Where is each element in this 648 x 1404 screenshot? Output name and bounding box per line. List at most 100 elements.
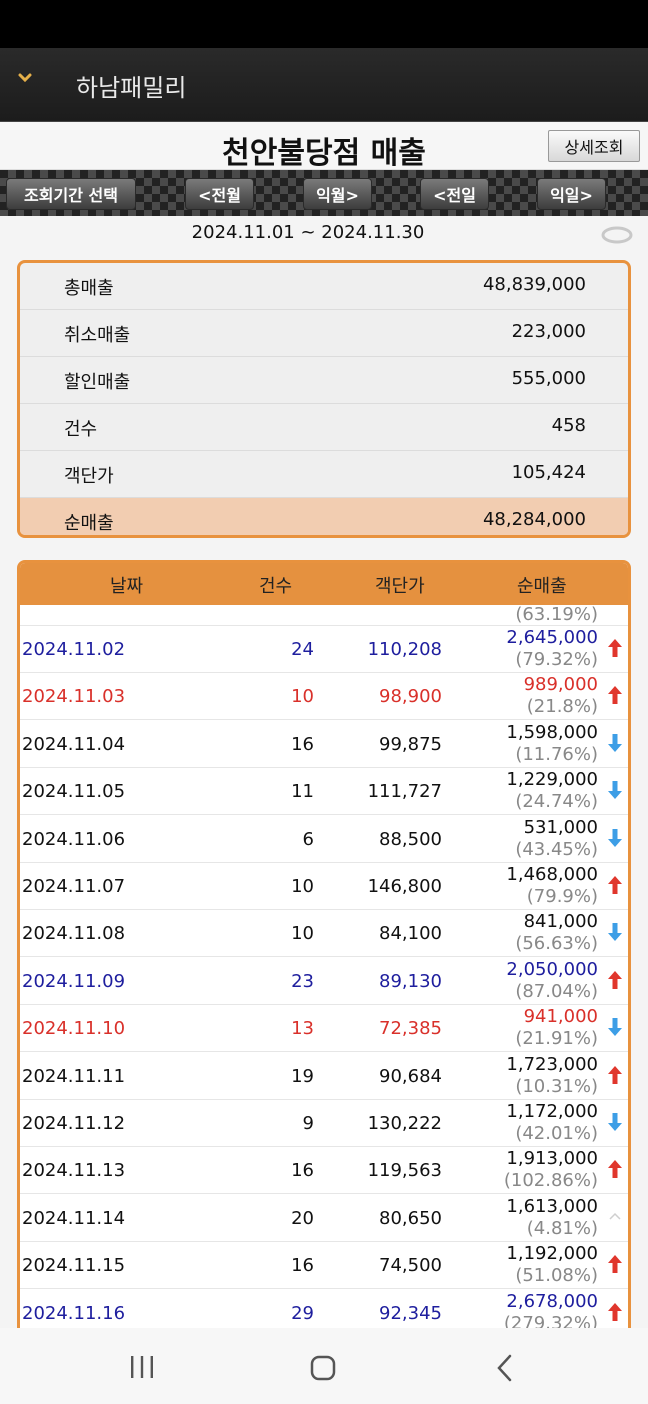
row-date: 2024.11.12 <box>22 1113 126 1134</box>
net-sales-value: 941,000 <box>523 1006 598 1028</box>
row-avg: 88,500 <box>379 828 442 850</box>
table-row[interactable]: 2024.11.15 16 74,500 1,192,000 (51.08%) <box>20 1242 628 1290</box>
row-avg: 90,684 <box>379 1065 442 1087</box>
net-sales-value: 1,613,000 <box>506 1195 598 1217</box>
net-sales-value: 2,645,000 <box>506 627 598 648</box>
arrow-down-icon <box>608 733 622 752</box>
table-row[interactable]: 2024.11.05 11 111,727 1,229,000 (24.74%) <box>20 768 628 816</box>
row-count: 6 <box>302 828 314 850</box>
row-date: 2024.11.04 <box>22 733 126 755</box>
header-date: 날짜 <box>110 576 144 597</box>
row-avg: 89,130 <box>379 970 442 992</box>
row-date: 2024.11.03 <box>22 686 126 708</box>
row-date: 2024.11.15 <box>22 1255 126 1277</box>
net-sales: 989,000 (21.8%) <box>524 674 598 718</box>
net-sales: 531,000 (43.45%) <box>515 817 598 861</box>
table-row[interactable]: 2024.11.14 20 80,650 1,613,000 (4.81%) <box>20 1194 628 1242</box>
summary-value: 105,424 <box>511 462 586 483</box>
row-avg: 72,385 <box>379 1018 442 1040</box>
row-count: 16 <box>291 733 314 755</box>
summary-row-net: 순매출 48,284,000 <box>20 498 628 535</box>
summary-value: 555,000 <box>511 368 586 389</box>
table-row[interactable]: 2024.11.06 6 88,500 531,000 (43.45%) <box>20 815 628 863</box>
table-row[interactable]: 2024.11.04 16 99,875 1,598,000 (11.76%) <box>20 720 628 768</box>
home-icon[interactable] <box>309 1354 337 1382</box>
table-row-partial: (63.19%) <box>20 605 628 626</box>
period-select-button[interactable]: 조회기간 선택 <box>6 178 136 210</box>
net-sales-pct: (21.8%) <box>526 696 598 718</box>
next-day-button[interactable]: 익일> <box>537 178 606 210</box>
recents-icon[interactable] <box>129 1354 155 1380</box>
row-date: 2024.11.06 <box>22 828 126 850</box>
table-row[interactable]: 2024.11.03 10 98,900 989,000 (21.8%) <box>20 673 628 721</box>
refresh-icon[interactable] <box>600 224 634 246</box>
net-sales-pct: (11.76%) <box>515 743 598 765</box>
net-sales: 841,000 (56.63%) <box>515 911 598 955</box>
row-count: 29 <box>291 1302 314 1324</box>
arrow-down-icon <box>608 1018 622 1037</box>
table-row[interactable]: 2024.11.13 16 119,563 1,913,000 (102.86%) <box>20 1147 628 1195</box>
row-avg: 98,900 <box>379 686 442 708</box>
back-icon[interactable] <box>494 1354 516 1382</box>
summary-label: 순매출 <box>64 513 114 534</box>
row-date: 2024.11.11 <box>22 1065 126 1087</box>
net-sales-value: 841,000 <box>523 911 598 933</box>
net-sales: 941,000 (21.91%) <box>515 1006 598 1050</box>
arrow-down-icon <box>608 828 622 847</box>
net-sales-pct: (10.31%) <box>515 1075 598 1097</box>
net-sales: 1,192,000 (51.08%) <box>506 1243 598 1287</box>
table-row[interactable]: 2024.11.09 23 89,130 2,050,000 (87.04%) <box>20 957 628 1005</box>
net-sales-pct: (4.81%) <box>526 1217 598 1239</box>
row-count: 11 <box>291 781 314 803</box>
row-date: 2024.11.10 <box>22 1018 126 1040</box>
row-count: 10 <box>291 923 314 945</box>
row-date: 2024.11.13 <box>22 1160 126 1182</box>
page-content: 천안불당점 매출 상세조회 조회기간 선택 <전월 익월> <전일 익일> 20… <box>0 122 648 1328</box>
row-avg: 119,563 <box>367 1160 442 1182</box>
net-sales-pct: (24.74%) <box>515 791 598 813</box>
detail-search-button[interactable]: 상세조회 <box>548 130 640 162</box>
table-row[interactable]: 2024.11.16 29 92,345 2,678,000 (279.32%) <box>20 1289 628 1328</box>
arrow-down-icon <box>608 923 622 942</box>
row-avg: 92,345 <box>379 1302 442 1324</box>
net-sales-value: 2,678,000 <box>506 1290 598 1312</box>
date-range: 2024.11.01 ~ 2024.11.30 <box>191 222 425 243</box>
net-sales-pct: (21.91%) <box>515 1028 598 1050</box>
row-avg: 130,222 <box>367 1113 442 1134</box>
arrow-down-icon <box>608 1113 622 1131</box>
row-date: 2024.11.07 <box>22 876 126 897</box>
row-date: 2024.11.16 <box>22 1302 126 1324</box>
net-sales-value: 989,000 <box>523 674 598 696</box>
row-avg: 111,727 <box>367 781 442 803</box>
table-row[interactable]: 2024.11.02 24 110,208 2,645,000 (79.32%) <box>20 626 628 673</box>
arrow-up-icon <box>608 1302 622 1321</box>
table-row[interactable]: 2024.11.12 9 130,222 1,172,000 (42.01%) <box>20 1100 628 1147</box>
summary-label: 총매출 <box>64 278 114 299</box>
system-nav-bar <box>0 1328 648 1404</box>
table-body[interactable]: (63.19%) 2024.11.02 24 110,208 2,645,000 (79… <box>20 605 628 1328</box>
arrow-down-icon <box>608 781 622 800</box>
net-sales: 2,645,000 (79.32%) <box>506 627 598 671</box>
summary-row-discount: 할인매출 555,000 <box>20 357 628 404</box>
table-row[interactable]: 2024.11.10 13 72,385 941,000 (21.91%) <box>20 1005 628 1053</box>
period-nav-strip: 조회기간 선택 <전월 익월> <전일 익일> <box>0 170 648 216</box>
table-row[interactable]: 2024.11.11 19 90,684 1,723,000 (10.31%) <box>20 1052 628 1100</box>
status-bar <box>0 0 648 48</box>
prev-day-button[interactable]: <전일 <box>420 178 489 210</box>
row-count: 24 <box>291 639 314 660</box>
net-sales: 1,172,000 (42.01%) <box>506 1101 598 1145</box>
net-sales: 1,598,000 (11.76%) <box>506 722 598 766</box>
row-avg: 146,800 <box>367 876 442 897</box>
arrow-up-icon <box>608 876 622 894</box>
app-bar: 하남패밀리 <box>0 48 648 122</box>
daily-sales-table: 날짜 건수 객단가 순매출 (63.19%) 2024.11.02 24 110,2… <box>17 560 631 1328</box>
next-month-button[interactable]: 익월> <box>303 178 372 210</box>
table-row[interactable]: 2024.11.08 10 84,100 841,000 (56.63%) <box>20 910 628 958</box>
chevron-down-icon[interactable] <box>14 66 36 88</box>
net-sales-value: 1,913,000 <box>506 1148 598 1170</box>
table-row[interactable]: 2024.11.07 10 146,800 1,468,000 (79.9%) <box>20 863 628 910</box>
arrow-up-icon <box>608 970 622 989</box>
net-sales-value: 1,598,000 <box>506 721 598 743</box>
prev-month-button[interactable]: <전월 <box>185 178 254 210</box>
row-count: 19 <box>291 1065 314 1087</box>
